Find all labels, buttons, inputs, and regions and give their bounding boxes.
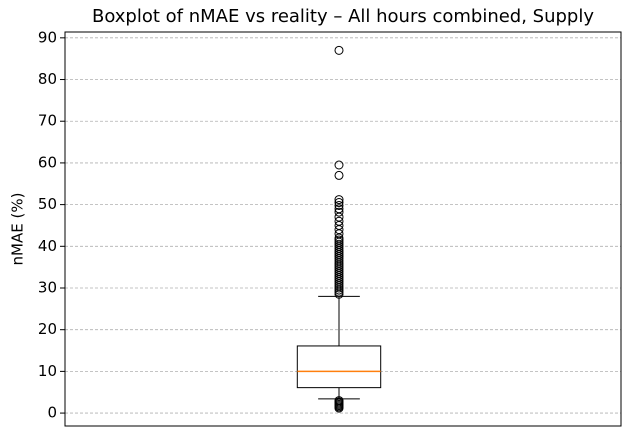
- box: [296, 345, 382, 389]
- y-tick-label: 40: [38, 237, 57, 255]
- outlier: [334, 200, 344, 210]
- outlier: [334, 289, 344, 299]
- outlier: [334, 403, 344, 413]
- outlier: [334, 170, 344, 180]
- y-tick-label: 70: [38, 112, 57, 130]
- y-tick-label: 60: [38, 153, 57, 171]
- y-tick-label: 10: [38, 362, 57, 380]
- y-tick-label: 0: [47, 404, 57, 422]
- outlier: [334, 207, 344, 217]
- y-tick-label: 50: [38, 195, 57, 213]
- outlier: [334, 45, 344, 55]
- outlier: [334, 198, 344, 208]
- outlier: [334, 160, 344, 170]
- chart-title: Boxplot of nMAE vs reality – All hours c…: [92, 6, 594, 27]
- y-tick-label: 90: [38, 28, 57, 46]
- outlier: [334, 287, 344, 297]
- y-tick-label: 30: [38, 278, 57, 296]
- plot-frame: [64, 31, 622, 427]
- outlier: [334, 283, 344, 293]
- outlier: [334, 195, 344, 205]
- outlier: [334, 285, 344, 295]
- y-tick-label: 80: [38, 70, 57, 88]
- y-axis-label: nMAE (%): [9, 193, 27, 266]
- y-tick-label: 20: [38, 320, 57, 338]
